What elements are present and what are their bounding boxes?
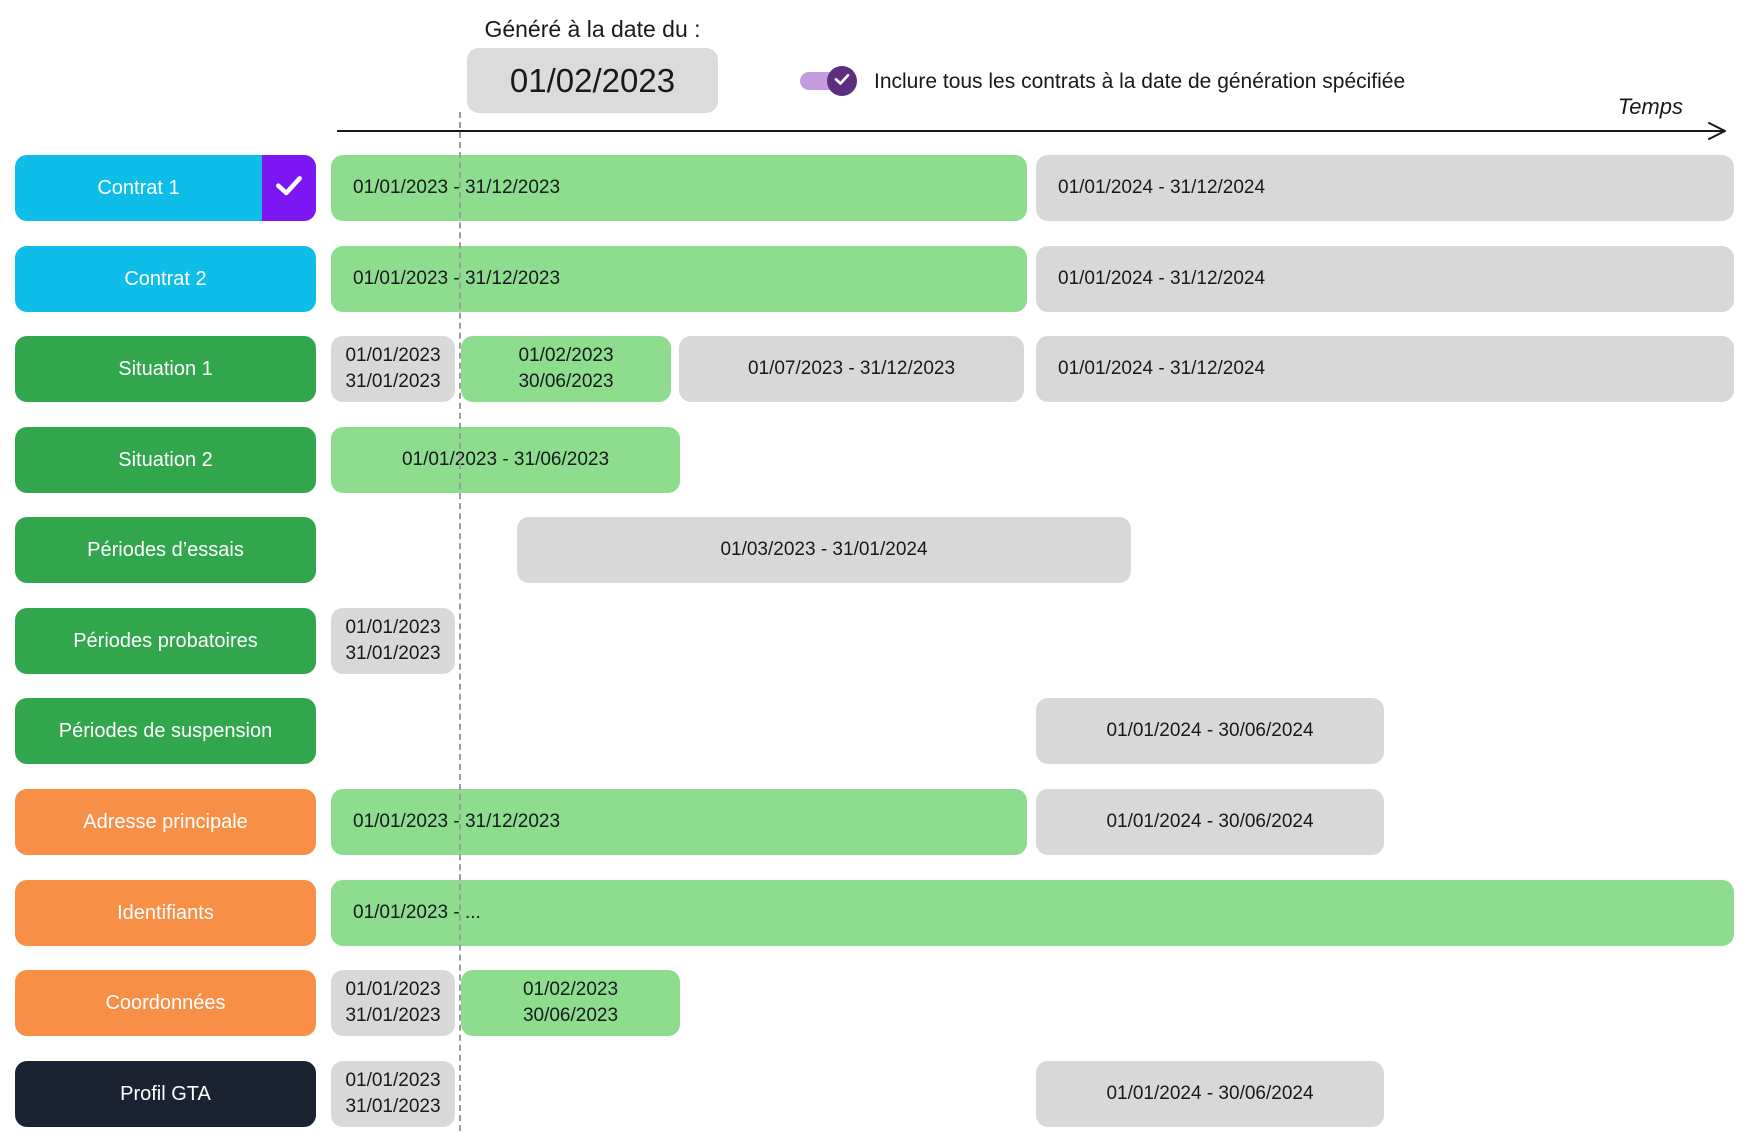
bar-profil-gta-jan: 01/01/2023 31/01/2023 [331, 1061, 455, 1127]
chip-label: Périodes de suspension [58, 719, 273, 742]
bar-profil-gta-2024: 01/01/2024 - 30/06/2024 [1036, 1061, 1384, 1127]
chip-label: Adresse principale [83, 810, 248, 833]
check-icon [273, 169, 305, 207]
chip-label: Périodes d’essais [87, 538, 244, 561]
chip-label: Périodes probatoires [73, 629, 258, 652]
bar-adresse-2023: 01/01/2023 - 31/12/2023 [331, 789, 1027, 855]
chip-label: Situation 1 [118, 357, 213, 380]
time-axis-label: Temps [1617, 94, 1683, 119]
chip-label: Situation 2 [118, 448, 213, 471]
generation-date-input[interactable]: 01/02/2023 [467, 48, 718, 113]
bar-situation-1-jul-dec: 01/07/2023 - 31/12/2023 [679, 336, 1024, 402]
bar-identifiants: 01/01/2023 - ... [331, 880, 1734, 946]
chip-label: Contrat 2 [124, 267, 207, 290]
bar-situation-2-2023: 01/01/2023 - 31/06/2023 [331, 427, 680, 493]
chip-adresse-principale: Adresse principale [15, 789, 316, 855]
bar-contrat-1-2024: 01/01/2024 - 31/12/2024 [1036, 155, 1734, 221]
bar-contrat-1-2023: 01/01/2023 - 31/12/2023 [331, 155, 1027, 221]
chip-label: Coordonnées [105, 991, 226, 1014]
bar-contrat-2-2023: 01/01/2023 - 31/12/2023 [331, 246, 1027, 312]
chip-label: Profil GTA [120, 1082, 211, 1105]
bar-situation-1-2024: 01/01/2024 - 31/12/2024 [1036, 336, 1734, 402]
bar-periode-essai: 01/03/2023 - 31/01/2024 [517, 517, 1131, 583]
bar-coordonnees-feb-jun: 01/02/2023 30/06/2023 [461, 970, 680, 1036]
chip-periodes-suspension: Périodes de suspension [15, 698, 316, 764]
chip-profil-gta: Profil GTA [15, 1061, 316, 1127]
time-axis-arrow-icon [337, 120, 1732, 147]
chip-periodes-essais: Périodes d’essais [15, 517, 316, 583]
bar-adresse-2024: 01/01/2024 - 30/06/2024 [1036, 789, 1384, 855]
include-contracts-label: Inclure tous les contrats à la date de g… [874, 70, 1406, 93]
chip-situation-2: Situation 2 [15, 427, 316, 493]
bar-periode-suspension: 01/01/2024 - 30/06/2024 [1036, 698, 1384, 764]
generation-date-line [459, 112, 461, 1131]
chip-identifiants: Identifiants [15, 880, 316, 946]
include-contracts-toggle-knob[interactable] [827, 66, 857, 96]
bar-situation-1-feb-jun: 01/02/2023 30/06/2023 [461, 336, 671, 402]
chip-situation-1: Situation 1 [15, 336, 316, 402]
chip-coordonnees: Coordonnées [15, 970, 316, 1036]
bar-contrat-2-2024: 01/01/2024 - 31/12/2024 [1036, 246, 1734, 312]
chip-contrat-2[interactable]: Contrat 2 [15, 246, 316, 312]
chip-label: Identifiants [117, 901, 214, 924]
chip-periodes-probatoires: Périodes probatoires [15, 608, 316, 674]
contrat-1-checkbox[interactable] [262, 155, 316, 221]
chip-contrat-1[interactable]: Contrat 1 [15, 155, 316, 221]
bar-situation-1-jan: 01/01/2023 31/01/2023 [331, 336, 455, 402]
chip-label: Contrat 1 [97, 176, 180, 199]
bar-periode-probatoire: 01/01/2023 31/01/2023 [331, 608, 455, 674]
bar-coordonnees-jan: 01/01/2023 31/01/2023 [331, 970, 455, 1036]
check-icon [833, 70, 851, 93]
generation-date-label: Généré à la date du : [484, 16, 701, 42]
